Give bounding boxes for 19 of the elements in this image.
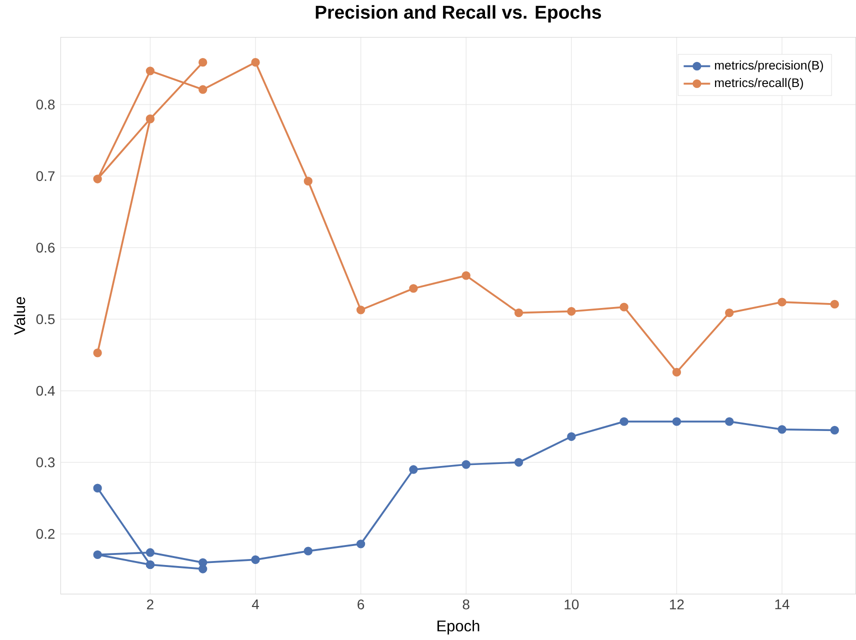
y-tick-label: 0.7 (36, 171, 55, 182)
y-tick-label: 0.4 (36, 386, 55, 396)
y-tick-label: 0.3 (36, 458, 55, 468)
x-tick-label: 10 (564, 600, 579, 610)
x-tick-label: 8 (462, 600, 470, 610)
y-tick-label: 0.8 (36, 100, 55, 110)
x-tick-label: 14 (775, 600, 790, 610)
x-axis-title: Epoch (437, 620, 480, 635)
legend-label: metrics/recall(B) (715, 78, 804, 90)
legend-label: metrics/precision(B) (715, 60, 823, 72)
y-axis-title: Value (14, 297, 26, 336)
y-tick-label: 0.6 (36, 242, 55, 253)
x-tick-label: 6 (358, 600, 364, 610)
y-tick-label: 0.5 (36, 314, 55, 324)
chart-title: Precision and Recall vs. Epochs (316, 5, 601, 23)
x-tick-label: 2 (147, 600, 154, 610)
x-tick-label: 12 (670, 600, 684, 610)
y-tick-label: 0.2 (36, 529, 55, 540)
x-tick-label: 4 (252, 600, 259, 610)
